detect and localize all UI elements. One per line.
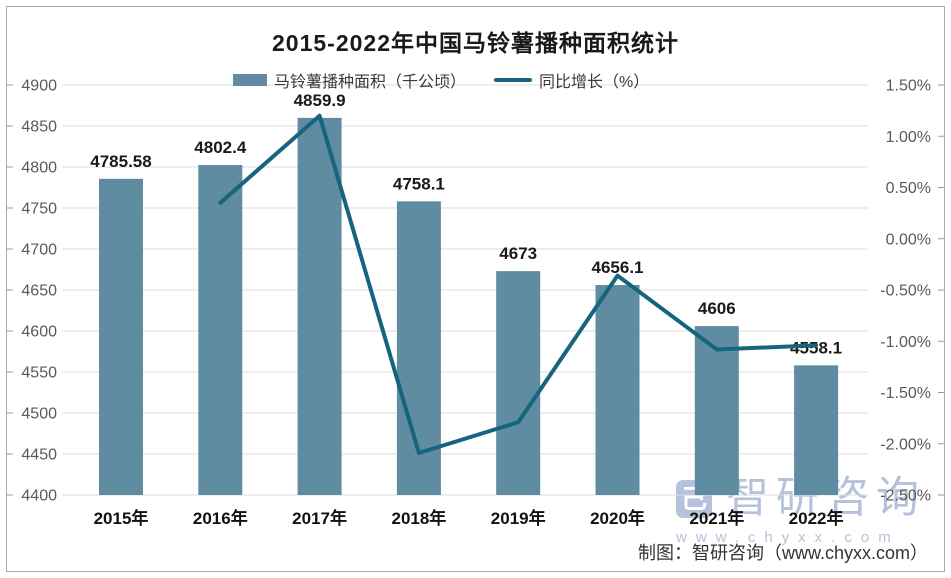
left-axis-label: 4900	[21, 78, 57, 95]
bar-value-label: 4558.1	[790, 338, 842, 357]
left-axis-label: 4650	[21, 283, 57, 300]
legend-item-area: 马铃薯播种面积（千公顷）	[233, 68, 466, 92]
left-axis-label: 4450	[21, 447, 57, 464]
left-axis-label: 4600	[21, 324, 57, 341]
legend-label-growth: 同比增长（%）	[539, 74, 650, 91]
x-axis-label: 2015年	[94, 508, 149, 528]
right-axis-label: -0.50%	[880, 283, 931, 300]
watermark-logo-icon: 己	[676, 479, 712, 518]
bar-value-label: 4673	[499, 244, 537, 263]
growth-line	[218, 113, 819, 455]
x-axis-label: 2022年	[789, 508, 844, 528]
bar	[794, 365, 839, 495]
bar-value-label: 4656.1	[592, 258, 644, 277]
right-axis-label: 1.50%	[886, 78, 931, 95]
bar	[595, 284, 640, 495]
bar-series-swatch-icon	[233, 74, 267, 86]
bar	[198, 165, 243, 496]
watermark-url: www.chyxx.com	[676, 529, 900, 546]
x-axis-label: 2018年	[391, 508, 446, 528]
footer-credit: 制图：智研咨询（www.chyxx.com）	[637, 543, 928, 563]
bar-value-label: 4785.58	[90, 152, 151, 171]
left-axis-label: 4800	[21, 160, 57, 177]
line-series-swatch-icon	[494, 78, 533, 82]
bar-value-label: 4802.4	[194, 138, 247, 157]
bar	[99, 178, 143, 495]
x-axis-label: 2017年	[292, 508, 347, 528]
bar	[297, 117, 342, 495]
bar-value-label: 4859.9	[294, 91, 346, 110]
right-axis-label: -2.00%	[880, 436, 931, 453]
right-axis-label: -1.00%	[880, 334, 931, 351]
bar-value-label: 4758.1	[393, 174, 445, 193]
bar-value-label: 4606	[698, 299, 736, 318]
legend-label-area: 马铃薯播种面积（千公顷）	[274, 74, 467, 91]
chart-title: 2015-2022年中国马铃薯播种面积统计	[272, 30, 679, 56]
right-axis-label: -2.50%	[880, 488, 931, 505]
bar	[694, 326, 739, 495]
right-axis-label: 1.00%	[886, 129, 931, 146]
left-axis-label: 4700	[21, 242, 57, 259]
right-axis-label: -1.50%	[880, 385, 931, 402]
right-axis-label: 0.00%	[886, 231, 931, 248]
legend: 马铃薯播种面积（千公顷） 同比增长（%）	[233, 68, 649, 92]
left-axis-label: 4750	[21, 201, 57, 218]
x-axis-label: 2019年	[491, 508, 546, 528]
bar	[496, 271, 541, 495]
left-axis-label: 4500	[21, 406, 57, 423]
right-axis-label: 0.50%	[886, 180, 931, 197]
left-axis-label: 4400	[21, 488, 57, 505]
left-axis-label: 4850	[21, 119, 57, 136]
legend-item-growth: 同比增长（%）	[494, 68, 649, 92]
x-axis-label: 2021年	[689, 508, 744, 528]
x-axis-label: 2016年	[193, 508, 248, 528]
x-axis-label: 2020年	[590, 508, 645, 528]
left-axis-label: 4550	[21, 365, 57, 382]
